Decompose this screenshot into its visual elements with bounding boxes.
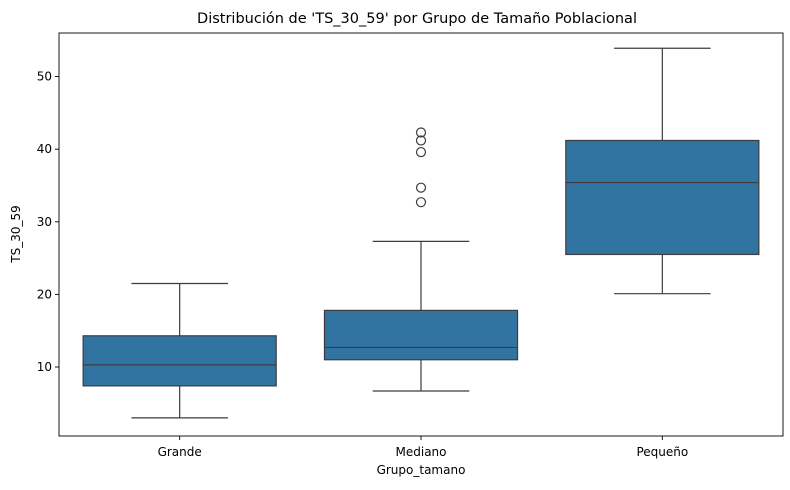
iqr-box [565,139,760,256]
y-tick-label: 10 [37,360,52,374]
x-tick-label: Mediano [396,445,447,459]
y-axis-label: TS_30_59 [9,205,23,264]
outlier-point [415,135,427,146]
y-tick-label: 40 [37,142,52,156]
y-tick-label: 50 [37,70,52,84]
box-group-grande [82,282,277,419]
box-group-pequeño [565,47,760,295]
y-tick-label: 20 [37,287,52,301]
x-tick-label: Pequeño [636,445,688,459]
y-axis: 10 20 30 40 50 [37,70,59,374]
outlier-point [415,182,427,193]
x-axis: Grande Mediano Pequeño [158,436,688,459]
x-axis-label: Grupo_tamano [377,463,466,477]
plot-area [82,47,760,419]
outlier-point [415,197,427,208]
chart-title: Distribución de 'TS_30_59' por Grupo de … [197,11,637,27]
y-tick-label: 30 [37,215,52,229]
outlier-point [415,146,427,158]
outlier-point [415,127,427,138]
box-group-mediano [323,127,519,392]
iqr-box [82,335,277,387]
plot-frame [58,32,784,437]
x-tick-label: Grande [158,445,202,459]
iqr-box [323,309,519,361]
